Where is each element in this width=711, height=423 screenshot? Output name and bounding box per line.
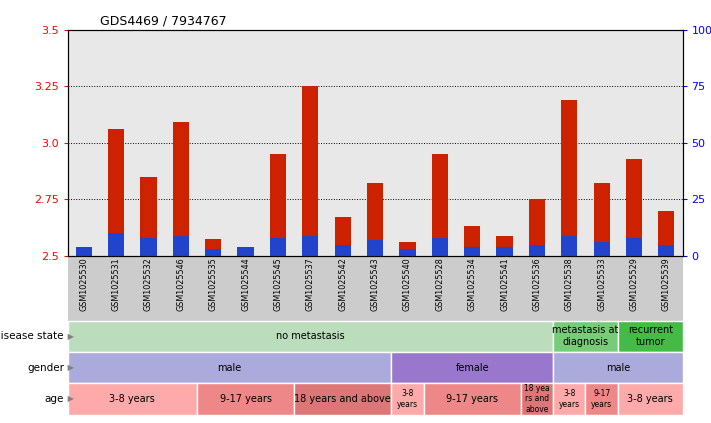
Bar	[464, 247, 480, 256]
Bar	[432, 238, 448, 256]
Bar	[165, 30, 197, 256]
Text: male: male	[218, 363, 242, 373]
Text: 9-17 years: 9-17 years	[220, 394, 272, 404]
Text: metastasis at
diagnosis: metastasis at diagnosis	[552, 325, 619, 347]
Bar	[650, 30, 683, 256]
Bar	[75, 255, 92, 256]
Bar	[520, 30, 553, 256]
Text: ▶: ▶	[65, 332, 75, 341]
Bar	[205, 249, 221, 256]
Bar	[391, 30, 424, 256]
Text: 18 yea
rs and
above: 18 yea rs and above	[524, 384, 550, 414]
Bar	[400, 249, 415, 256]
Bar	[585, 30, 618, 256]
Bar	[432, 154, 448, 256]
Bar	[496, 247, 513, 256]
Bar	[529, 199, 545, 256]
Text: age: age	[45, 394, 64, 404]
Text: no metastasis: no metastasis	[276, 331, 345, 341]
Text: disease state: disease state	[0, 331, 64, 341]
Bar	[294, 30, 326, 256]
Text: female: female	[455, 363, 489, 373]
Bar	[594, 242, 610, 256]
Bar	[270, 238, 286, 256]
Bar	[140, 177, 156, 256]
Bar	[100, 30, 132, 256]
Bar	[335, 217, 351, 256]
Bar	[173, 122, 189, 256]
Bar	[529, 244, 545, 256]
Bar	[68, 30, 100, 256]
Text: ▶: ▶	[65, 394, 75, 404]
Bar	[626, 238, 642, 256]
Bar	[132, 30, 165, 256]
Text: ▶: ▶	[65, 363, 75, 372]
Bar	[75, 247, 92, 256]
Bar	[140, 238, 156, 256]
Bar	[658, 211, 675, 256]
Bar	[237, 247, 254, 256]
Bar	[488, 30, 520, 256]
Bar	[108, 233, 124, 256]
Bar	[230, 30, 262, 256]
Bar	[496, 236, 513, 256]
Text: 18 years and above: 18 years and above	[294, 394, 391, 404]
Bar	[326, 30, 359, 256]
Text: 9-17
years: 9-17 years	[591, 389, 612, 409]
Text: 3-8
years: 3-8 years	[397, 389, 418, 409]
Bar	[197, 30, 230, 256]
Bar	[618, 30, 650, 256]
Bar	[335, 244, 351, 256]
Bar	[561, 236, 577, 256]
Bar	[561, 100, 577, 256]
Bar	[262, 30, 294, 256]
Bar	[302, 86, 319, 256]
Text: recurrent
tumor: recurrent tumor	[628, 325, 673, 347]
Bar	[553, 30, 585, 256]
Text: 3-8 years: 3-8 years	[627, 394, 673, 404]
Bar	[658, 244, 675, 256]
Bar	[367, 240, 383, 256]
Bar	[205, 239, 221, 256]
Bar	[424, 30, 456, 256]
Bar	[270, 154, 286, 256]
Bar	[594, 184, 610, 256]
Text: 3-8 years: 3-8 years	[109, 394, 155, 404]
Text: 9-17 years: 9-17 years	[447, 394, 498, 404]
Text: gender: gender	[27, 363, 64, 373]
Bar	[464, 226, 480, 256]
Bar	[173, 236, 189, 256]
Bar	[400, 242, 415, 256]
Bar	[359, 30, 391, 256]
Bar	[237, 250, 254, 256]
Bar	[302, 236, 319, 256]
Bar	[626, 159, 642, 256]
Text: 3-8
years: 3-8 years	[559, 389, 580, 409]
Bar	[456, 30, 488, 256]
Bar	[367, 184, 383, 256]
Text: male: male	[606, 363, 630, 373]
Text: GDS4469 / 7934767: GDS4469 / 7934767	[100, 15, 226, 28]
Bar	[108, 129, 124, 256]
